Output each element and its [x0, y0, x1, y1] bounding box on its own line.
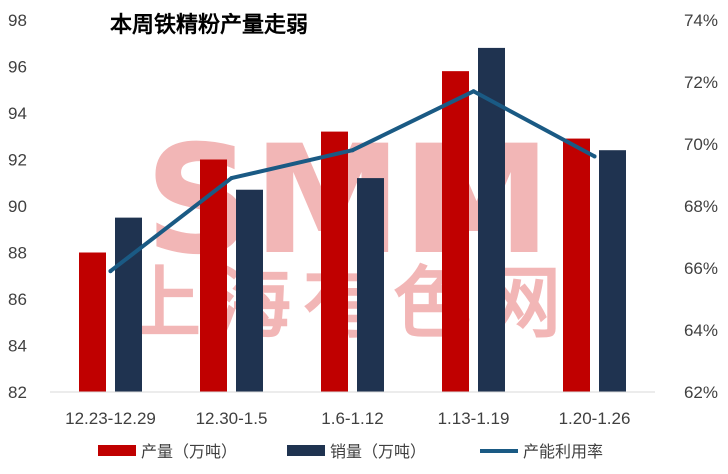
bar-sales — [357, 178, 384, 392]
line-point-utilization — [592, 154, 597, 159]
x-tick-label: 1.13-1.19 — [438, 409, 510, 428]
y-tick-label: 86 — [8, 290, 27, 309]
line-point-utilization — [350, 148, 355, 153]
y2-tick-label: 74% — [684, 11, 718, 30]
x-tick-label: 12.30-1.5 — [196, 409, 268, 428]
bar-sales — [236, 189, 263, 392]
y2-tick-label: 70% — [684, 135, 718, 154]
y-tick-label: 94 — [8, 104, 27, 123]
legend-swatch-sales — [287, 445, 325, 456]
y-tick-label: 82 — [8, 383, 27, 402]
legend-label-sales: 销量（万吨） — [330, 442, 426, 461]
legend-label-utilization: 产能利用率 — [523, 442, 603, 461]
chart-title: 本周铁精粉产量走弱 — [110, 12, 308, 38]
legend-item-utilization: 产能利用率 — [480, 442, 603, 461]
bar-production — [79, 252, 106, 392]
y-tick-label: 84 — [8, 337, 27, 356]
bar-layer — [79, 47, 626, 393]
bar-sales — [115, 217, 142, 392]
y-tick-label: 90 — [8, 197, 27, 216]
y2-tick-label: 64% — [684, 321, 718, 340]
legend-item-sales: 销量（万吨） — [287, 442, 426, 461]
y-tick-label: 96 — [8, 58, 27, 77]
y-axis-left: 82 84 86 88 90 92 94 96 98 — [8, 11, 27, 402]
y-tick-label: 88 — [8, 244, 27, 263]
y2-tick-label: 66% — [684, 259, 718, 278]
legend-item-production: 产量（万吨） — [98, 442, 237, 461]
bar-sales — [599, 150, 626, 392]
bar-production — [442, 71, 469, 393]
legend-label-production: 产量（万吨） — [141, 442, 237, 461]
line-point-utilization — [471, 89, 476, 94]
y2-tick-label: 72% — [684, 73, 718, 92]
y2-tick-label: 68% — [684, 197, 718, 216]
y-tick-label: 98 — [8, 11, 27, 30]
bar-production — [563, 138, 590, 392]
y-tick-label: 92 — [8, 151, 27, 170]
line-point-utilization — [108, 269, 113, 274]
legend: 产量（万吨） 销量（万吨） 产能利用率 — [98, 442, 603, 461]
x-tick-label: 12.23-12.29 — [65, 409, 156, 428]
y2-tick-label: 62% — [684, 383, 718, 402]
x-tick-label: 1.6-1.12 — [321, 409, 383, 428]
x-tick-label: 1.20-1.26 — [559, 409, 631, 428]
bar-production — [321, 131, 348, 392]
line-layer — [108, 89, 597, 274]
legend-swatch-production — [98, 445, 136, 456]
x-axis: 12.23-12.29 12.30-1.5 1.6-1.12 1.13-1.19 1.2… — [65, 409, 630, 428]
line-point-utilization — [229, 176, 234, 181]
y-axis-right: 62% 64% 66% 68% 70% 72% 74% — [684, 11, 718, 402]
